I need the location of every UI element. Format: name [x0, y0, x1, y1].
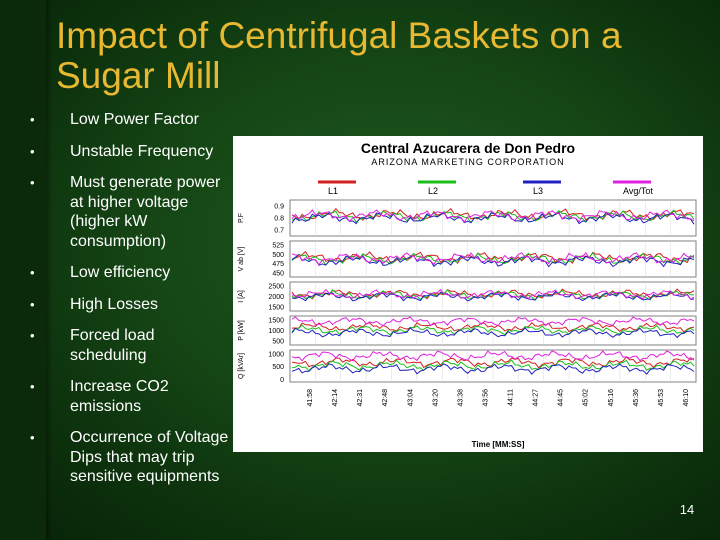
panel-tick-label: 2500 [268, 284, 284, 291]
series-line [291, 251, 695, 266]
panel-tick-label: 450 [272, 271, 284, 278]
panel-tick-label: 1000 [268, 328, 284, 335]
x-tick-label: 43:20 [432, 389, 439, 407]
panel-y-label: V ab [V] [238, 246, 245, 271]
x-tick-label: 42:48 [382, 389, 389, 407]
x-tick-label: 45:53 [658, 389, 665, 407]
panel-tick-label: 1500 [268, 304, 284, 311]
bullet-text: Occurrence of Voltage Dips that may trip… [70, 429, 229, 485]
bullet-dot: • [30, 430, 35, 445]
page-number: 14 [679, 502, 695, 517]
series-line [291, 359, 695, 372]
series-line [291, 211, 695, 225]
bullet-text: Unstable Frequency [70, 142, 214, 160]
legend-label: L2 [428, 186, 438, 196]
bullet-text: Increase CO2 emissions [70, 378, 169, 415]
chart-panels: P.F 0.9 0.8 0.7 V ab [V] 525 500 475 450 I [A] 250… [238, 199, 697, 384]
bullet-dot: • [30, 296, 35, 312]
panel-y-label: P [kW] [238, 320, 245, 341]
series-line [291, 316, 695, 327]
series-line [291, 327, 695, 339]
bullet-item: • Forced load scheduling [30, 326, 230, 365]
left-band [0, 0, 52, 540]
bullet-dot: • [30, 143, 35, 159]
series-line [291, 209, 695, 223]
bullet-text: Must generate power at higher voltage (h… [70, 174, 221, 250]
legend-label: Avg/Tot [623, 186, 653, 196]
panel-tick-label: 525 [272, 242, 284, 249]
panel-tick-label: 500 [272, 364, 284, 371]
x-tick-label: 45:16 [608, 389, 615, 407]
panel-tick-label: 500 [272, 252, 284, 259]
panel-tick-label: 1000 [268, 351, 284, 358]
chart-title: Central Azucarera de Don Pedro [361, 140, 575, 156]
series-line [291, 207, 695, 221]
x-tick-label: 41:58 [307, 389, 314, 407]
panel-tick-label: 0.8 [274, 216, 284, 223]
panel-y-label: I [A] [238, 290, 245, 303]
x-tick-label: 45:36 [633, 389, 640, 407]
bullet-item: • Increase CO2 emissions [30, 377, 230, 416]
bullet-item: • Unstable Frequency [30, 142, 230, 162]
series-line [291, 288, 695, 300]
bullet-text: Low efficiency [70, 264, 171, 281]
bullet-item: • Occurrence of Voltage Dips that may tri… [30, 428, 230, 487]
chart-x-ticks: 41:58 42:14 42:31 42:48 43:04 43:20 43:38 43:56… [307, 389, 690, 407]
series-line [291, 362, 695, 375]
bullet-dot: • [30, 328, 35, 343]
panel-tick-label: 0.9 [274, 204, 284, 211]
panel-tick-label: 500 [272, 338, 284, 345]
slide-title: Impact of Centrifugal Baskets on a Sugar… [56, 15, 622, 96]
bullet-dot: • [30, 265, 35, 280]
bullet-text: Low Power Factor [70, 111, 199, 128]
panel-tick-label: 2000 [268, 294, 284, 301]
legend-label: L3 [533, 186, 543, 196]
x-tick-label: 42:31 [357, 389, 364, 407]
bullet-dot: • [30, 112, 35, 127]
x-tick-label: 44:11 [508, 389, 515, 406]
chart-legend: L1 L2 L3 Avg/Tot [318, 180, 653, 196]
bullet-item: • Low efficiency [30, 263, 230, 283]
x-tick-label: 43:04 [407, 389, 414, 407]
legend-label: L1 [328, 186, 338, 196]
series-line [291, 321, 695, 333]
bullet-item: • Must generate power at higher voltage (… [30, 173, 230, 251]
series-line [291, 288, 695, 300]
x-tick-label: 43:56 [483, 389, 490, 407]
panel-tick-label: 0 [280, 377, 284, 384]
bullet-item: • High Losses [30, 295, 230, 315]
bullet-item: • Low Power Factor [30, 110, 230, 130]
x-tick-label: 45:02 [583, 389, 590, 407]
x-tick-label: 44:27 [533, 389, 540, 407]
series-line [291, 324, 695, 336]
bullet-dot: • [30, 379, 35, 394]
bullet-text: Forced load scheduling [70, 327, 155, 364]
chart-svg: Central Azucarera de Don Pedro ARIZONA M… [238, 140, 697, 449]
panel-y-label: Q [kVAr] [238, 353, 245, 379]
x-tick-label: 46:10 [683, 389, 690, 407]
chart-image: Central Azucarera de Don Pedro ARIZONA M… [233, 136, 703, 452]
panel-y-label: P.F [238, 213, 245, 223]
chart-subtitle: ARIZONA MARKETING CORPORATION [371, 157, 564, 167]
bullet-text: High Losses [70, 295, 159, 313]
panel-tick-label: 475 [272, 261, 284, 268]
x-tick-label: 44:45 [558, 389, 565, 407]
bullet-dot: • [30, 175, 35, 190]
bullet-list: • Low Power Factor • Unstable Frequency • M… [30, 110, 230, 499]
panel-tick-label: 1500 [268, 318, 284, 325]
panel-tick-label: 0.7 [274, 228, 284, 235]
chart-x-label: Time [MM:SS] [472, 440, 525, 449]
x-tick-label: 43:38 [457, 389, 464, 407]
series-line [291, 350, 695, 362]
x-tick-label: 42:14 [332, 389, 339, 407]
